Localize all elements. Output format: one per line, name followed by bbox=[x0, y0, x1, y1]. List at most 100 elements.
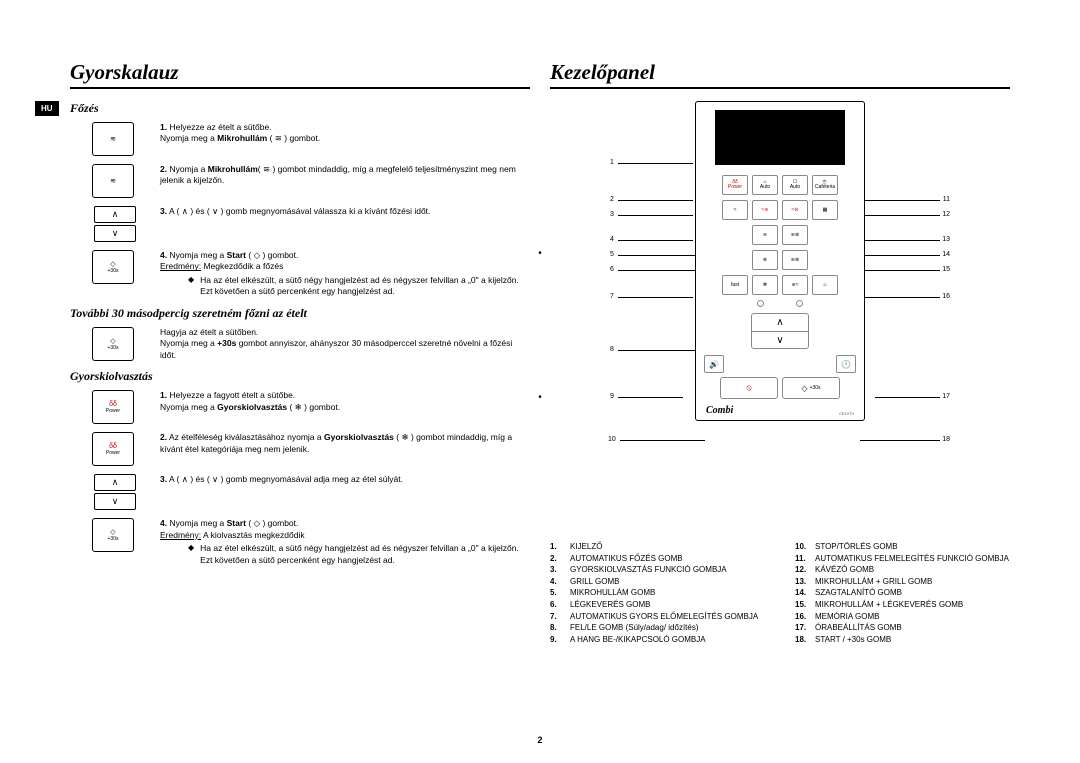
panel-btn-power: δδPower bbox=[722, 175, 748, 195]
callout-12: 12 bbox=[942, 211, 950, 218]
legend-item: 4.GRILL GOMB bbox=[550, 576, 765, 588]
panel-btn-conv: ⊛ bbox=[752, 250, 778, 270]
panel-clock-btn: 🕐 bbox=[836, 355, 856, 373]
defrost-step-1: δδPower 1. Helyezze a fagyott ételt a sü… bbox=[70, 390, 530, 424]
section-defrost: Gyorskiolvasztás bbox=[70, 369, 530, 384]
legend-item: 11.AUTOMATIKUS FELMELEGÍTÉS FUNKCIÓ GOMB… bbox=[795, 553, 1010, 565]
microwave-icon: ≋ bbox=[92, 122, 134, 156]
control-panel: δδPower ⌂Auto ☐Auto ☕Caféteria ≈ ≈≋ ≈⊘ ▦… bbox=[695, 101, 865, 421]
panel-down: ∨ bbox=[751, 331, 809, 349]
legend-item: 5.MIKROHULLÁM GOMB bbox=[550, 587, 765, 599]
bullet-icon: ◆ bbox=[188, 275, 194, 298]
panel-btn-deodor: ≈⊘ bbox=[782, 200, 808, 220]
callout-15: 15 bbox=[942, 266, 950, 273]
legend-item: 9.A HANG BE-/KIKAPCSOLÓ GOMBJA bbox=[550, 634, 765, 646]
callout-2: 2 bbox=[610, 196, 614, 203]
callout-6: 6 bbox=[610, 266, 614, 273]
legend-item: 17.ÓRABEÁLLÍTÁS GOMB bbox=[795, 622, 1010, 634]
panel-start-btn: ◇+30s bbox=[782, 377, 840, 399]
legend-item: 7.AUTOMATIKUS GYORS ELŐMELEGÍTÉS GOMBJA bbox=[550, 611, 765, 623]
cook-step-4: ◇ +30s 4. Nyomja meg a Start ( ◇ ) gombo… bbox=[70, 250, 530, 298]
legend-item: 3.GYORSKIOLVASZTÁS FUNKCIÓ GOMBJA bbox=[550, 564, 765, 576]
panel-btn-memory: ♨ bbox=[812, 275, 838, 295]
panel-btn-auto1: ⌂Auto bbox=[752, 175, 778, 195]
panel-stop-btn: ⦸ bbox=[720, 377, 778, 399]
right-column: Kezelőpanel 1 2 3 4 5 6 7 8 9 10 11 12 1… bbox=[550, 60, 1010, 645]
plus30-step: ◇ +30s Hagyja az ételt a sütőben. Nyomja… bbox=[70, 327, 530, 361]
legend-item: 18.START / +30s GOMB bbox=[795, 634, 1010, 646]
callout-17: 17 bbox=[942, 393, 950, 400]
section-30s: További 30 másodpercig szeretném főzni a… bbox=[70, 306, 530, 321]
updown-icon: ∧∨ bbox=[94, 474, 136, 510]
panel-hole bbox=[757, 300, 764, 307]
callout-14: 14 bbox=[942, 251, 950, 258]
panel-btn-auto2: ☐Auto bbox=[782, 175, 808, 195]
display-screen bbox=[715, 110, 845, 165]
callout-3: 3 bbox=[610, 211, 614, 218]
callout-16: 16 bbox=[942, 293, 950, 300]
panel-model: CE107V bbox=[839, 411, 854, 416]
divider-dot: • bbox=[538, 392, 542, 403]
legend-item: 16.MEMÓRIA GOMB bbox=[795, 611, 1010, 623]
bullet-icon: ◆ bbox=[188, 543, 194, 566]
section-cooking: Főzés bbox=[70, 101, 530, 116]
defrost-icon: δδPower bbox=[92, 432, 134, 466]
legend-item: 2.AUTOMATIKUS FŐZÉS GOMB bbox=[550, 553, 765, 565]
panel-btn-preheat: fast bbox=[722, 275, 748, 295]
panel-btn-fan: ✻ bbox=[752, 275, 778, 295]
microwave-icon: ≋ bbox=[92, 164, 134, 198]
panel-hole bbox=[796, 300, 803, 307]
divider-dot: • bbox=[538, 248, 542, 259]
callout-18: 18 bbox=[942, 436, 950, 443]
defrost-step-2: δδPower 2. Az ételféleség kiválasztásáho… bbox=[70, 432, 530, 466]
start-icon: ◇ +30s bbox=[92, 250, 134, 284]
legend: 1.KIJELZŐ2.AUTOMATIKUS FŐZÉS GOMB3.GYORS… bbox=[550, 541, 1010, 645]
panel-up: ∧ bbox=[751, 313, 809, 331]
updown-icon: ∧∨ bbox=[94, 206, 136, 242]
header-quickguide: Gyorskalauz bbox=[70, 60, 530, 89]
legend-item: 1.KIJELZŐ bbox=[550, 541, 765, 553]
cook-step-3: ∧∨ 3. A ( ∧ ) és ( ∨ ) gomb megnyomásáva… bbox=[70, 206, 530, 242]
callout-11: 11 bbox=[943, 196, 950, 203]
panel-btn-mwgrill: ≈≋ bbox=[752, 200, 778, 220]
panel-btn-deodor2: ▦ bbox=[812, 200, 838, 220]
legend-item: 8.FEL/LE GOMB (Súly/adag/ időzítés) bbox=[550, 622, 765, 634]
panel-btn-combo1: ≋≈ bbox=[782, 275, 808, 295]
left-column: Gyorskalauz HU Főzés ≋ 1. Helyezze az ét… bbox=[70, 60, 530, 645]
cook-step-2: ≋ 2. Nyomja a Mikrohullám( ≋ ) gombot mi… bbox=[70, 164, 530, 198]
cook-step-1: ≋ 1. Helyezze az ételt a sütőbe. Nyomja … bbox=[70, 122, 530, 156]
legend-item: 12.KÁVÉZÓ GOMB bbox=[795, 564, 1010, 576]
header-controlpanel: Kezelőpanel bbox=[550, 60, 1010, 89]
panel-btn-cafe: ☕Caféteria bbox=[812, 175, 838, 195]
language-badge: HU bbox=[35, 101, 59, 116]
callout-8: 8 bbox=[610, 346, 614, 353]
panel-btn-mwconv2: ≋⊛ bbox=[782, 250, 808, 270]
legend-right: 10.STOP/TÖRLÉS GOMB11.AUTOMATIKUS FELMEL… bbox=[795, 541, 1010, 645]
legend-item: 15.MIKROHULLÁM + LÉGKEVERÉS GOMB bbox=[795, 599, 1010, 611]
defrost-step-4: ◇ +30s 4. Nyomja meg a Start ( ◇ ) gombo… bbox=[70, 518, 530, 566]
callout-10: 10 bbox=[608, 436, 616, 443]
legend-item: 13.MIKROHULLÁM + GRILL GOMB bbox=[795, 576, 1010, 588]
callout-13: 13 bbox=[942, 236, 950, 243]
defrost-icon: δδPower bbox=[92, 390, 134, 424]
start-icon: ◇ +30s bbox=[92, 518, 134, 552]
defrost-step-3: ∧∨ 3. A ( ∧ ) és ( ∨ ) gomb megnyomásáva… bbox=[70, 474, 530, 510]
page-number: 2 bbox=[537, 735, 542, 745]
legend-item: 10.STOP/TÖRLÉS GOMB bbox=[795, 541, 1010, 553]
callout-4: 4 bbox=[610, 236, 614, 243]
panel-brand: Combi bbox=[702, 403, 858, 416]
panel-btn-grill: ≈ bbox=[722, 200, 748, 220]
callout-7: 7 bbox=[610, 293, 614, 300]
panel-btn-mwconv: ≋⊛ bbox=[782, 225, 808, 245]
callout-5: 5 bbox=[610, 251, 614, 258]
page-content: Gyorskalauz HU Főzés ≋ 1. Helyezze az ét… bbox=[70, 60, 1010, 645]
plus30-icon: ◇ +30s bbox=[92, 327, 134, 361]
legend-item: 14.SZAGTALANÍTÓ GOMB bbox=[795, 587, 1010, 599]
callout-9: 9 bbox=[610, 393, 614, 400]
legend-left: 1.KIJELZŐ2.AUTOMATIKUS FŐZÉS GOMB3.GYORS… bbox=[550, 541, 765, 645]
panel-sound-btn: 🔊 bbox=[704, 355, 724, 373]
legend-item: 6.LÉGKEVERÉS GOMB bbox=[550, 599, 765, 611]
panel-btn-mw: ≋ bbox=[752, 225, 778, 245]
panel-updown: ∧ ∨ bbox=[751, 313, 809, 349]
callout-1: 1 bbox=[610, 159, 614, 166]
